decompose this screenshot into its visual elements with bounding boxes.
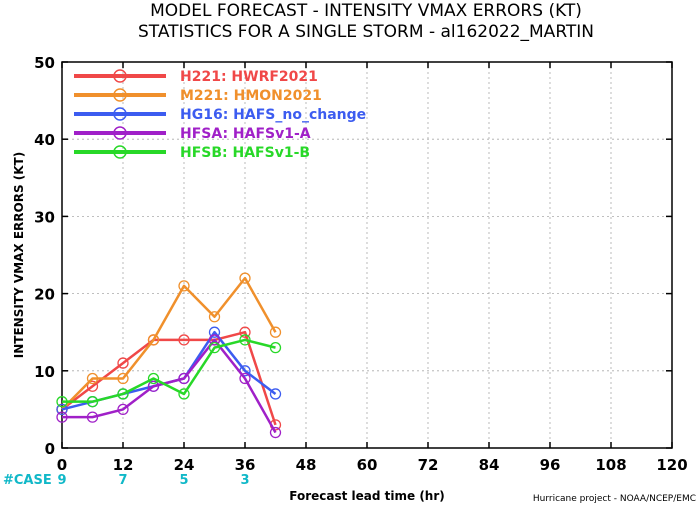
data-point xyxy=(239,272,251,284)
x-tick-label: 24 xyxy=(174,456,195,474)
data-point xyxy=(117,357,129,369)
data-point xyxy=(117,403,129,416)
legend-label: H221: HWRF2021 xyxy=(180,69,318,85)
y-tick-label: 0 xyxy=(45,440,55,458)
chart-title-line2: STATISTICS FOR A SINGLE STORM - al162022… xyxy=(138,22,594,42)
credit-text: Hurricane project - NOAA/NCEP/EMC xyxy=(533,494,696,504)
series-lines xyxy=(56,272,282,439)
legend-marker xyxy=(113,88,127,102)
y-tick-label: 20 xyxy=(34,286,55,304)
y-tick-label: 50 xyxy=(34,54,55,72)
x-tick-label: 72 xyxy=(418,456,439,474)
case-label: #CASE xyxy=(3,473,52,488)
data-point xyxy=(56,403,68,416)
legend-label: HFSB: HAFSv1-B xyxy=(180,145,310,161)
legend-marker xyxy=(113,126,127,140)
x-tick-label: 0 xyxy=(57,456,67,474)
data-point xyxy=(117,388,129,400)
data-point xyxy=(56,396,68,408)
data-point xyxy=(269,341,282,354)
y-tick-label: 30 xyxy=(34,208,55,226)
case-count: 5 xyxy=(179,473,188,488)
series-group xyxy=(56,326,282,431)
data-point xyxy=(239,326,251,338)
legend-label: HG16: HAFS_no_change xyxy=(180,107,366,123)
legend-item: HFSA: HAFSv1-A xyxy=(74,126,311,142)
series-line xyxy=(61,276,277,411)
data-point xyxy=(86,372,99,385)
case-count: 3 xyxy=(240,473,249,488)
legend: H221: HWRF2021 M221: HMON2021 HG16: HAFS_n… xyxy=(74,69,366,161)
legend-marker xyxy=(113,145,127,159)
x-tick-label: 84 xyxy=(479,456,500,474)
axis-ticks: 0 12 24 36 48 60 72 84 96 108 120 0 10 20 30 40 50 xyxy=(34,54,688,474)
y-tick-label: 10 xyxy=(34,363,55,381)
data-point xyxy=(208,326,221,338)
data-point xyxy=(86,380,99,392)
legend-marker xyxy=(113,107,127,121)
y-axis-label: INTENSITY VMAX ERRORS (KT) xyxy=(12,152,26,358)
data-point xyxy=(56,411,68,423)
grid-lines xyxy=(62,62,672,448)
chart-title-line1: MODEL FORECAST - INTENSITY VMAX ERRORS (… xyxy=(150,1,582,21)
data-point xyxy=(147,334,160,346)
legend-item: H221: HWRF2021 xyxy=(74,69,318,85)
legend-item: M221: HMON2021 xyxy=(74,88,322,104)
data-point xyxy=(147,372,160,385)
data-point xyxy=(269,388,282,400)
legend-item: HFSB: HAFSv1-B xyxy=(74,145,310,161)
data-point xyxy=(239,372,251,385)
data-point xyxy=(178,280,190,292)
x-tick-label: 36 xyxy=(235,456,256,474)
plot-frame xyxy=(61,61,673,449)
data-point xyxy=(269,326,282,338)
data-point xyxy=(147,380,160,392)
data-point xyxy=(239,334,251,346)
x-tick-label: 96 xyxy=(540,456,561,474)
data-point xyxy=(178,388,190,400)
legend-label: M221: HMON2021 xyxy=(180,88,322,104)
data-point xyxy=(178,334,190,346)
data-point xyxy=(178,372,190,385)
x-tick-label: 12 xyxy=(113,456,134,474)
case-count: 9 xyxy=(57,473,66,488)
x-tick-label: 108 xyxy=(595,456,626,474)
data-point xyxy=(269,426,282,439)
series-group xyxy=(56,334,282,439)
data-point xyxy=(117,372,129,385)
series-group xyxy=(56,334,282,408)
x-axis-label: Forecast lead time (hr) xyxy=(289,489,445,503)
x-tick-label: 120 xyxy=(656,456,687,474)
data-point xyxy=(86,411,99,423)
data-point xyxy=(208,311,221,323)
data-point xyxy=(86,396,99,408)
series-group xyxy=(56,272,282,416)
y-tick-label: 40 xyxy=(34,131,55,149)
case-count: 7 xyxy=(118,473,127,488)
x-tick-label: 60 xyxy=(357,456,378,474)
case-counts: 9 7 5 3 xyxy=(57,473,249,488)
data-point xyxy=(208,341,221,354)
legend-label: HFSA: HAFSv1-A xyxy=(180,126,311,142)
x-tick-label: 48 xyxy=(296,456,317,474)
legend-marker xyxy=(113,69,127,83)
legend-item: HG16: HAFS_no_change xyxy=(74,107,366,123)
data-point xyxy=(208,334,221,346)
